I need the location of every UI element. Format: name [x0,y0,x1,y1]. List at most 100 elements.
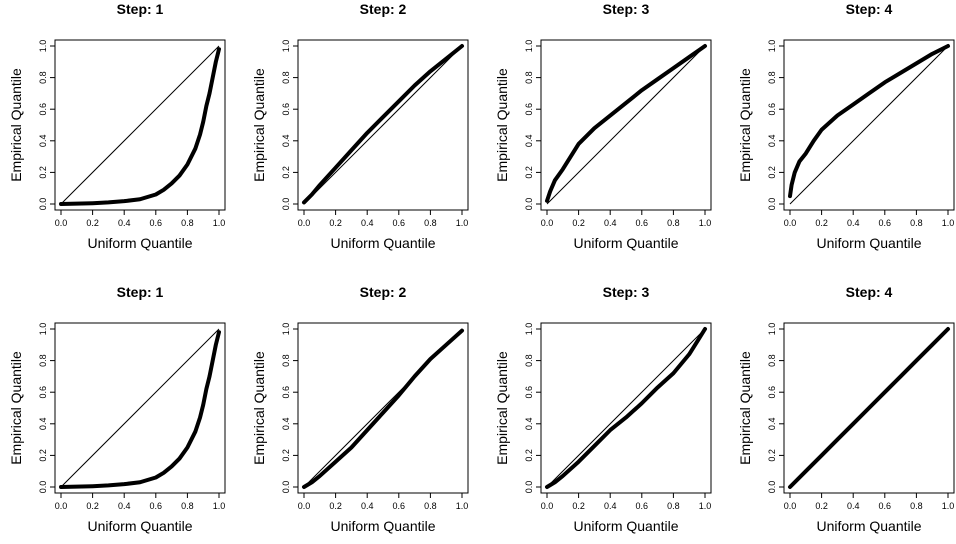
y-tick-label: 1.0 [281,40,291,53]
y-tick-label: 0.4 [524,418,534,431]
y-axis-label: Empirical Quantile [8,351,24,465]
x-tick-label: 0.6 [150,501,163,511]
y-axis-label: Empirical Quantile [251,68,267,182]
empirical-curve [788,327,950,489]
x-axis-label: Uniform Quantile [87,235,192,251]
y-tick-label: 0.0 [38,481,48,494]
y-tick-label: 0.0 [767,198,777,211]
panel-1: Step: 1 0.0 0.2 0.4 0.6 0.8 1.0 0.0 0.2 0.4 0.6 0.8… [8,1,226,251]
x-tick-label: 0.8 [910,501,923,511]
y-tick-label: 0.4 [767,418,777,431]
y-tick-label: 0.2 [281,449,291,462]
x-tick-label: 0.8 [181,501,194,511]
y-tick-label: 0.6 [38,103,48,116]
y-tick-label: 0.6 [524,103,534,116]
y-tick-label: 0.0 [281,198,291,211]
plot-frame [540,39,712,211]
x-tick-label: 1.0 [699,501,712,511]
x-tick-label: 0.2 [572,218,585,228]
x-tick-label: 1.0 [213,501,226,511]
x-tick-label: 1.0 [942,501,955,511]
y-tick-label: 0.0 [767,481,777,494]
x-axis-label: Uniform Quantile [816,518,921,534]
x-tick-label: 0.8 [667,501,680,511]
plot-frame [783,322,955,494]
x-tick-label: 1.0 [456,501,469,511]
panel-2: Step: 2 0.0 0.2 0.4 0.6 0.8 1.0 0.0 0.2 0.4 0.6 0.8… [251,1,469,251]
x-tick-label: 0.0 [298,218,311,228]
x-tick-label: 0.4 [604,218,617,228]
empirical-curve [545,44,707,203]
x-axis-label: Uniform Quantile [87,518,192,534]
y-tick-label: 0.8 [281,71,291,84]
panel-title: Step: 1 [117,1,164,17]
y-tick-label: 0.4 [281,135,291,148]
y-tick-label: 1.0 [38,40,48,53]
y-tick-label: 0.0 [281,481,291,494]
y-tick-label: 1.0 [524,323,534,336]
y-tick-label: 1.0 [767,323,777,336]
x-tick-label: 0.6 [879,218,892,228]
panel-6: Step: 2 0.0 0.2 0.4 0.6 0.8 1.0 0.0 0.2 0.4 0.6 0.8… [251,284,469,534]
x-tick-label: 0.0 [784,218,797,228]
y-tick-label: 0.6 [767,386,777,399]
y-tick-label: 0.8 [281,354,291,367]
panel-8: Step: 4 0.0 0.2 0.4 0.6 0.8 1.0 0.0 0.2 0.4 0.6 0.8… [737,284,955,534]
x-tick-label: 0.0 [784,501,797,511]
x-tick-label: 0.0 [541,501,554,511]
reference-line [546,328,706,488]
reference-line [60,328,220,488]
panel-title: Step: 4 [846,1,893,17]
x-tick-label: 0.6 [150,218,163,228]
y-tick-label: 0.0 [524,198,534,211]
y-axis-label: Empirical Quantile [494,351,510,465]
x-tick-label: 0.8 [910,218,923,228]
empirical-curve [788,44,950,199]
y-tick-label: 1.0 [524,40,534,53]
y-tick-label: 0.8 [524,354,534,367]
x-tick-label: 1.0 [942,218,955,228]
x-tick-label: 0.6 [879,501,892,511]
x-tick-label: 0.2 [329,501,342,511]
y-tick-label: 0.6 [767,103,777,116]
x-axis-label: Uniform Quantile [330,235,435,251]
y-tick-label: 0.2 [767,449,777,462]
y-tick-label: 1.0 [767,40,777,53]
x-tick-label: 0.6 [636,501,649,511]
y-tick-label: 0.6 [281,386,291,399]
y-axis-label: Empirical Quantile [251,351,267,465]
panel-7: Step: 3 0.0 0.2 0.4 0.6 0.8 1.0 0.0 0.2 0.4 0.6 0.8… [494,284,712,534]
y-axis-label: Empirical Quantile [737,351,753,465]
y-tick-label: 0.6 [38,386,48,399]
x-tick-label: 1.0 [213,218,226,228]
y-axis-label: Empirical Quantile [737,68,753,182]
panel-4: Step: 4 0.0 0.2 0.4 0.6 0.8 1.0 0.0 0.2 0.4 0.6 0.8… [737,1,955,251]
panel-title: Step: 4 [846,284,893,300]
x-tick-label: 0.2 [815,218,828,228]
y-tick-label: 0.4 [38,135,48,148]
plot-frame [54,322,226,494]
y-tick-label: 0.8 [38,354,48,367]
x-tick-label: 0.4 [604,501,617,511]
y-axis-label: Empirical Quantile [494,68,510,182]
y-tick-label: 0.8 [767,354,777,367]
y-tick-label: 1.0 [38,323,48,336]
x-tick-label: 0.2 [86,501,99,511]
y-tick-label: 0.2 [38,449,48,462]
x-tick-label: 0.2 [815,501,828,511]
x-tick-label: 0.6 [393,218,406,228]
x-axis-label: Uniform Quantile [573,235,678,251]
panel-title: Step: 2 [360,284,407,300]
reference-line [303,45,463,205]
x-tick-label: 0.4 [361,501,374,511]
panel-title: Step: 1 [117,284,164,300]
x-tick-label: 0.8 [667,218,680,228]
y-axis-label: Empirical Quantile [8,68,24,182]
plot-frame [297,322,469,494]
panel-3: Step: 3 0.0 0.2 0.4 0.6 0.8 1.0 0.0 0.2 0.4 0.6 0.8… [494,1,712,251]
plot-frame [54,39,226,211]
x-tick-label: 0.4 [118,218,131,228]
x-axis-label: Uniform Quantile [330,518,435,534]
